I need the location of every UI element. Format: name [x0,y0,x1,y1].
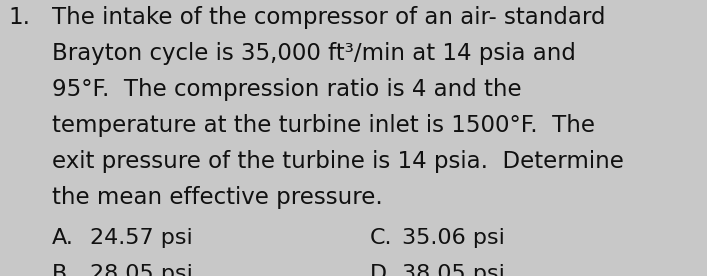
Text: 28.05 psi: 28.05 psi [90,264,193,276]
Text: temperature at the turbine inlet is 1500°F.  The: temperature at the turbine inlet is 1500… [52,114,595,137]
Text: A.: A. [52,228,74,248]
Text: exit pressure of the turbine is 14 psia.  Determine: exit pressure of the turbine is 14 psia.… [52,150,624,173]
Text: 24.57 psi: 24.57 psi [90,228,193,248]
Text: Brayton cycle is 35,000 ft³/min at 14 psia and: Brayton cycle is 35,000 ft³/min at 14 ps… [52,42,576,65]
Text: 35.06 psi: 35.06 psi [402,228,505,248]
Text: the mean effective pressure.: the mean effective pressure. [52,186,382,209]
Text: C.: C. [370,228,392,248]
Text: D.: D. [370,264,394,276]
Text: 95°F.  The compression ratio is 4 and the: 95°F. The compression ratio is 4 and the [52,78,522,101]
Text: The intake of the compressor of an air- standard: The intake of the compressor of an air- … [52,6,605,29]
Text: 1.: 1. [8,6,30,29]
Text: 38.05 psi: 38.05 psi [402,264,505,276]
Text: B.: B. [52,264,74,276]
